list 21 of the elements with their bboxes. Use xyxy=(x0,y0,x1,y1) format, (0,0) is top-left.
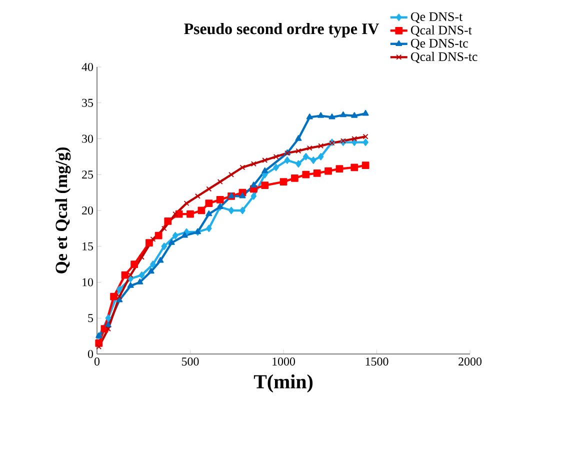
y-tick-label: 40 xyxy=(82,62,94,72)
x-axis-title: T(min) xyxy=(254,374,313,392)
y-tick-label: 35 xyxy=(82,98,94,107)
x-tick-label: 1500 xyxy=(366,358,388,366)
legend-label: Qcal DNS-t xyxy=(410,25,472,36)
legend-label: Qcal DNS-tc xyxy=(410,52,478,64)
x-tick-label: 0 xyxy=(94,358,100,366)
y-tick-label: 0 xyxy=(88,350,94,358)
y-tick-label: 20 xyxy=(82,206,94,215)
legend-label: Qe DNS-tc xyxy=(410,38,468,50)
x-tick-label: 1000 xyxy=(272,358,295,366)
y-axis-title: Qe et Qcal (mg/g) xyxy=(55,147,71,274)
legend-label: Qe DNS-t xyxy=(410,12,463,24)
y-tick-label: 5 xyxy=(88,314,94,322)
y-tick-label: 25 xyxy=(82,170,94,179)
x-tick-label: 2000 xyxy=(458,358,482,366)
x-tick-label: 500 xyxy=(182,358,199,366)
y-tick-label: 15 xyxy=(82,242,94,250)
y-tick-label: 10 xyxy=(82,278,94,286)
chart-title: Pseudo second ordre type IV xyxy=(184,22,380,38)
y-tick-label: 30 xyxy=(82,134,94,143)
